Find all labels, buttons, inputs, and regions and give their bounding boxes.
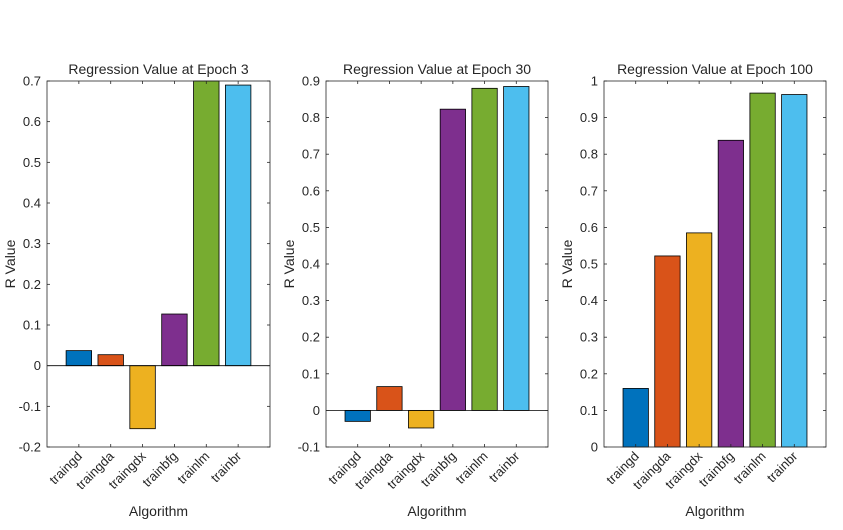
bar-trainbfg: [439, 108, 466, 411]
y-axis-label: R Value: [281, 239, 297, 288]
y-axis-label: R Value: [559, 239, 575, 288]
x-tick-label-trainlm: trainlm: [452, 449, 490, 487]
y-tick-label: 0.3: [580, 330, 598, 345]
chart-panel-3: 00.10.20.30.40.50.60.70.80.91traingdtrai…: [559, 61, 827, 519]
y-tick-label: 0: [34, 358, 41, 373]
x-tick-label-trainbr: trainbr: [208, 448, 245, 485]
bar-traingd: [622, 388, 649, 448]
chart-title: Regression Value at Epoch 3: [68, 61, 249, 77]
x-tick-label-trainlm: trainlm: [730, 449, 768, 487]
y-tick-label: 0.7: [23, 74, 41, 89]
x-tick-label-trainbr: trainbr: [486, 448, 523, 485]
y-tick-label: 0.9: [302, 74, 320, 89]
x-tick-label-trainbfg: trainbfg: [139, 449, 180, 490]
y-tick-label: 0.6: [302, 183, 320, 198]
x-axis-label: Algorithm: [129, 503, 188, 519]
bar-trainlm: [471, 87, 498, 411]
x-axis-label: Algorithm: [685, 503, 744, 519]
y-tick-label: 0.4: [23, 196, 41, 211]
bar-trainbfg: [161, 313, 188, 367]
bar-trainbr: [224, 84, 252, 367]
bar-trainbfg: [717, 139, 744, 448]
y-tick-label: 0.8: [302, 110, 320, 125]
y-tick-label: 1: [591, 74, 598, 89]
y-tick-label: -0.1: [19, 399, 41, 414]
y-tick-label: 0.4: [302, 257, 320, 272]
y-tick-label: 0: [591, 440, 598, 455]
y-tick-label: 0.1: [302, 366, 320, 381]
y-tick-label: 0.1: [23, 318, 41, 333]
bar-trainlm: [193, 80, 220, 367]
y-tick-label: -0.1: [298, 440, 320, 455]
bar-traingda: [376, 386, 403, 411]
y-tick-label: 0.7: [580, 183, 598, 198]
y-tick-label: 0.4: [580, 293, 598, 308]
bar-trainbr: [503, 86, 530, 411]
axes-box: [46, 80, 271, 448]
y-tick-label: 0.2: [23, 277, 41, 292]
bar-traingdx: [686, 232, 713, 448]
chart-panel-1: -0.2-0.100.10.20.30.40.50.60.7traingdtra…: [2, 61, 271, 519]
y-tick-label: 0.3: [23, 236, 41, 251]
y-tick-label: 0.6: [580, 220, 598, 235]
x-tick-label-trainbr: trainbr: [764, 448, 801, 485]
bar-traingdx: [129, 365, 156, 430]
y-tick-label: 0.6: [23, 114, 41, 129]
chart-title: Regression Value at Epoch 30: [343, 61, 531, 77]
x-tick-label-trainbfg: trainbfg: [418, 449, 459, 490]
y-tick-label: 0.2: [302, 330, 320, 345]
chart-panel-2: -0.100.10.20.30.40.50.60.70.80.9traingdt…: [281, 61, 549, 519]
y-tick-label: 0.3: [302, 293, 320, 308]
y-tick-label: 0.9: [580, 110, 598, 125]
y-tick-label: 0.5: [23, 155, 41, 170]
y-tick-label: 0.1: [580, 403, 598, 418]
bar-traingdx: [408, 409, 435, 429]
bar-traingd: [344, 409, 371, 422]
chart-title: Regression Value at Epoch 100: [617, 61, 813, 77]
y-axis-label: R Value: [2, 239, 18, 288]
y-tick-label: 0: [313, 403, 320, 418]
bar-traingda: [654, 255, 681, 448]
y-tick-label: 0.5: [302, 220, 320, 235]
y-tick-label: 0.7: [302, 147, 320, 162]
x-axis-label: Algorithm: [407, 503, 466, 519]
bar-trainbr: [781, 94, 808, 448]
bar-traingda: [97, 354, 124, 367]
y-tick-label: 0.2: [580, 366, 598, 381]
y-tick-label: 0.8: [580, 147, 598, 162]
bar-traingd: [65, 350, 93, 367]
x-tick-label-trainlm: trainlm: [174, 449, 212, 487]
x-tick-label-trainbfg: trainbfg: [696, 449, 737, 490]
y-tick-label: -0.2: [19, 440, 41, 455]
y-tick-label: 0.5: [580, 257, 598, 272]
bar-trainlm: [749, 92, 776, 448]
